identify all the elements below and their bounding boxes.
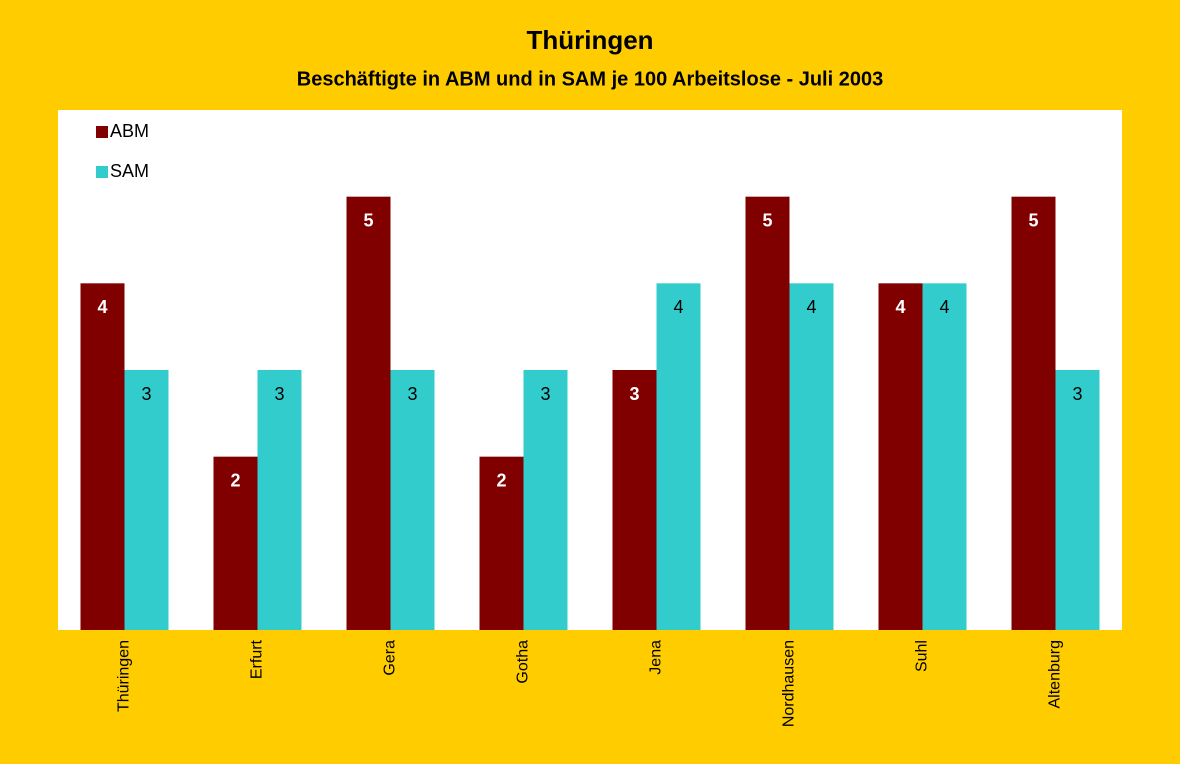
data-label: 4	[806, 297, 816, 317]
x-tick-label: Nordhausen	[781, 640, 798, 727]
data-label: 4	[895, 297, 905, 317]
x-tick-label: Altenburg	[1047, 640, 1064, 709]
legend-label: ABM	[110, 121, 149, 141]
chart-title: Thüringen	[526, 25, 653, 55]
x-tick-label: Gera	[382, 640, 399, 676]
bar	[745, 196, 790, 630]
bar	[878, 283, 923, 630]
legend-swatch	[96, 126, 108, 138]
chart-subtitle: Beschäftigte in ABM und in SAM je 100 Ar…	[297, 68, 883, 90]
data-label: 3	[274, 384, 284, 404]
bar	[479, 456, 524, 630]
legend-label: SAM	[110, 161, 149, 181]
data-label: 3	[540, 384, 550, 404]
bar	[656, 283, 701, 630]
data-label: 3	[629, 384, 639, 404]
data-label: 4	[939, 297, 949, 317]
bar	[523, 370, 568, 630]
data-label: 2	[496, 470, 506, 490]
data-label: 4	[673, 297, 683, 317]
bar	[213, 456, 258, 630]
data-label: 5	[363, 210, 373, 230]
bar	[80, 283, 125, 630]
data-label: 3	[141, 384, 151, 404]
data-label: 4	[97, 297, 107, 317]
data-label: 3	[407, 384, 417, 404]
x-tick-label: Gotha	[515, 640, 532, 684]
bar	[1011, 196, 1056, 630]
bar	[124, 370, 169, 630]
x-tick-label: Thüringen	[116, 640, 133, 712]
data-label: 3	[1072, 384, 1082, 404]
bar	[789, 283, 834, 630]
bar	[922, 283, 967, 630]
bar	[612, 370, 657, 630]
x-tick-label: Jena	[648, 640, 665, 675]
data-label: 2	[230, 470, 240, 490]
x-tick-label: Suhl	[914, 640, 931, 672]
data-label: 5	[762, 210, 772, 230]
bar	[390, 370, 435, 630]
legend-swatch	[96, 166, 108, 178]
x-tick-label: Erfurt	[249, 639, 266, 679]
bar	[257, 370, 302, 630]
bar	[1055, 370, 1100, 630]
bar	[346, 196, 391, 630]
data-label: 5	[1028, 210, 1038, 230]
